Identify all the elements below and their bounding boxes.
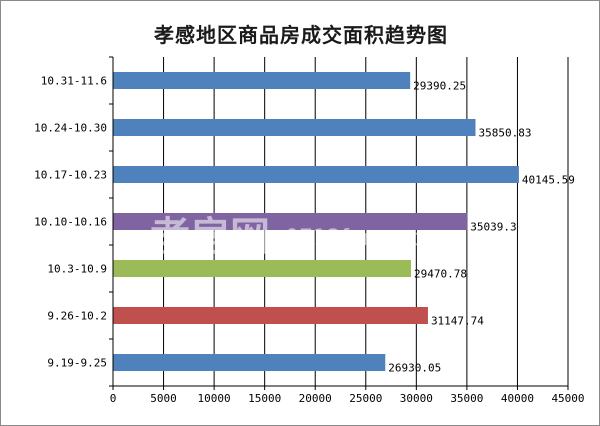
x-tick-label-35000: 35000: [450, 392, 483, 405]
data-label-9.19-9.25: 26930.05: [388, 362, 441, 375]
data-label-10.10-10.16: 35039.3: [470, 221, 516, 234]
category-label-10.3-10.9: 10.3-10.9: [47, 263, 107, 276]
watermark: 孝房网 0712fang.com: [150, 214, 444, 260]
x-tick-label-0: 0: [110, 392, 117, 405]
bars: [113, 72, 519, 371]
category-label-10.10-10.16: 10.10-10.16: [34, 216, 107, 229]
data-label-10.17-10.23: 40145.59: [522, 174, 575, 187]
x-tick-label-45000: 45000: [551, 392, 584, 405]
chart-title: 孝感地区商品房成交面积趋势图: [154, 23, 448, 47]
bar-10.17-10.23: [113, 166, 519, 183]
category-label-9.26-10.2: 9.26-10.2: [47, 310, 107, 323]
bar-10.10-10.16: [113, 213, 468, 230]
watermark-url: 0712fang.com: [285, 226, 444, 251]
data-label-10.31-11.6: 29390.25: [413, 80, 466, 93]
bar-9.26-10.2: [113, 307, 428, 324]
x-tick-label-20000: 20000: [299, 392, 332, 405]
axes: [109, 56, 569, 390]
x-tick-label-25000: 25000: [349, 392, 382, 405]
bar-9.19-9.25: [113, 354, 386, 371]
watermark-brand: 孝房网: [150, 214, 270, 260]
x-tick-label-5000: 5000: [150, 392, 177, 405]
data-label-10.24-10.30: 35850.83: [478, 127, 531, 140]
x-tick-label-10000: 10000: [198, 392, 231, 405]
x-tick-label-15000: 15000: [248, 392, 281, 405]
category-label-10.17-10.23: 10.17-10.23: [34, 169, 107, 182]
bar-10.31-11.6: [113, 72, 411, 89]
data-label-10.3-10.9: 29470.78: [414, 268, 467, 281]
bar-10.24-10.30: [113, 119, 476, 136]
bar-10.3-10.9: [113, 260, 411, 277]
category-label-10.24-10.30: 10.24-10.30: [34, 122, 107, 135]
x-tick-label-40000: 40000: [501, 392, 534, 405]
x-tick-label-30000: 30000: [400, 392, 433, 405]
category-label-9.19-9.25: 9.19-9.25: [47, 357, 107, 370]
labels: 0 5000 10000 15000 20000 25000 30000 35000 40000…: [34, 75, 584, 406]
data-label-9.26-10.2: 31147.74: [431, 315, 484, 328]
category-label-10.31-11.6: 10.31-11.6: [41, 75, 107, 88]
